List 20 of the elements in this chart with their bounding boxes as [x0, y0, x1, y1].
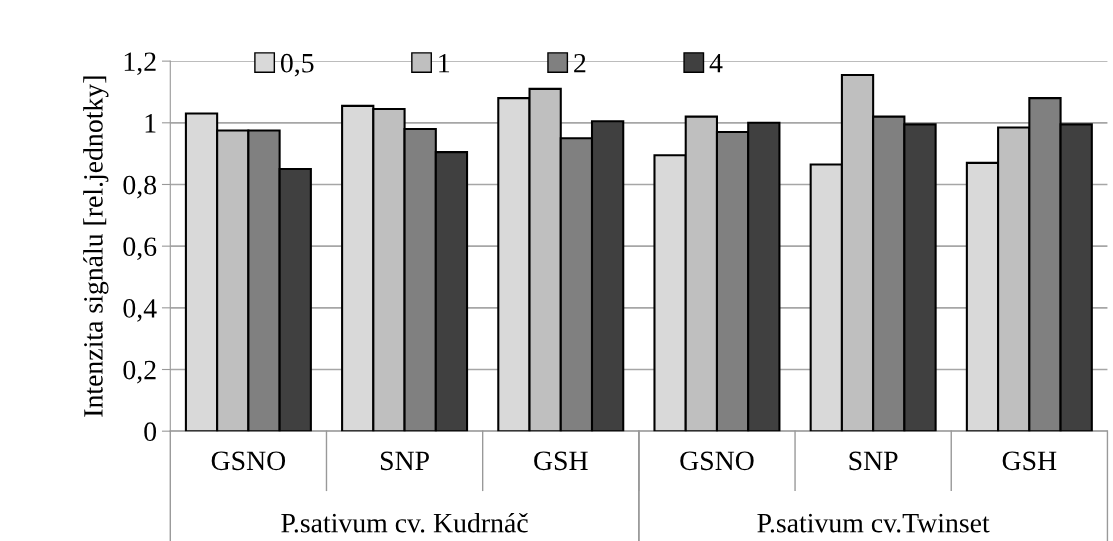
text: P.sativum cv.Twinset [757, 513, 990, 533]
legend-label: 1 [439, 53, 450, 73]
y-tick-label: 0,8 [123, 175, 157, 199]
y-axis-title: Intenzita signálu [rel.jednotky] [83, 76, 109, 417]
y-tick-label: 0,4 [123, 298, 157, 322]
text: P.sativum cv. Kudrnáč [281, 512, 528, 533]
y-tick-label: 1,2 [124, 52, 156, 76]
y-tick-label: 0,2 [123, 360, 156, 384]
x-tick-label: SNP [380, 451, 429, 471]
x-tick-label: GSH [534, 451, 588, 471]
x-tick-label: GSNO [680, 451, 754, 471]
y-tick-label: 0 [144, 422, 157, 442]
x-tick-label: GSNO [211, 451, 286, 471]
x-tick-label: SNP [849, 451, 898, 471]
legend-label: 4 [709, 53, 723, 73]
y-tick-label: 0,6 [123, 237, 157, 261]
x-tick-label: GSH [1002, 451, 1057, 471]
y-tick-label: 1 [145, 114, 156, 133]
legend-label: 0,5 [280, 53, 314, 77]
legend-label: 2 [574, 53, 586, 73]
